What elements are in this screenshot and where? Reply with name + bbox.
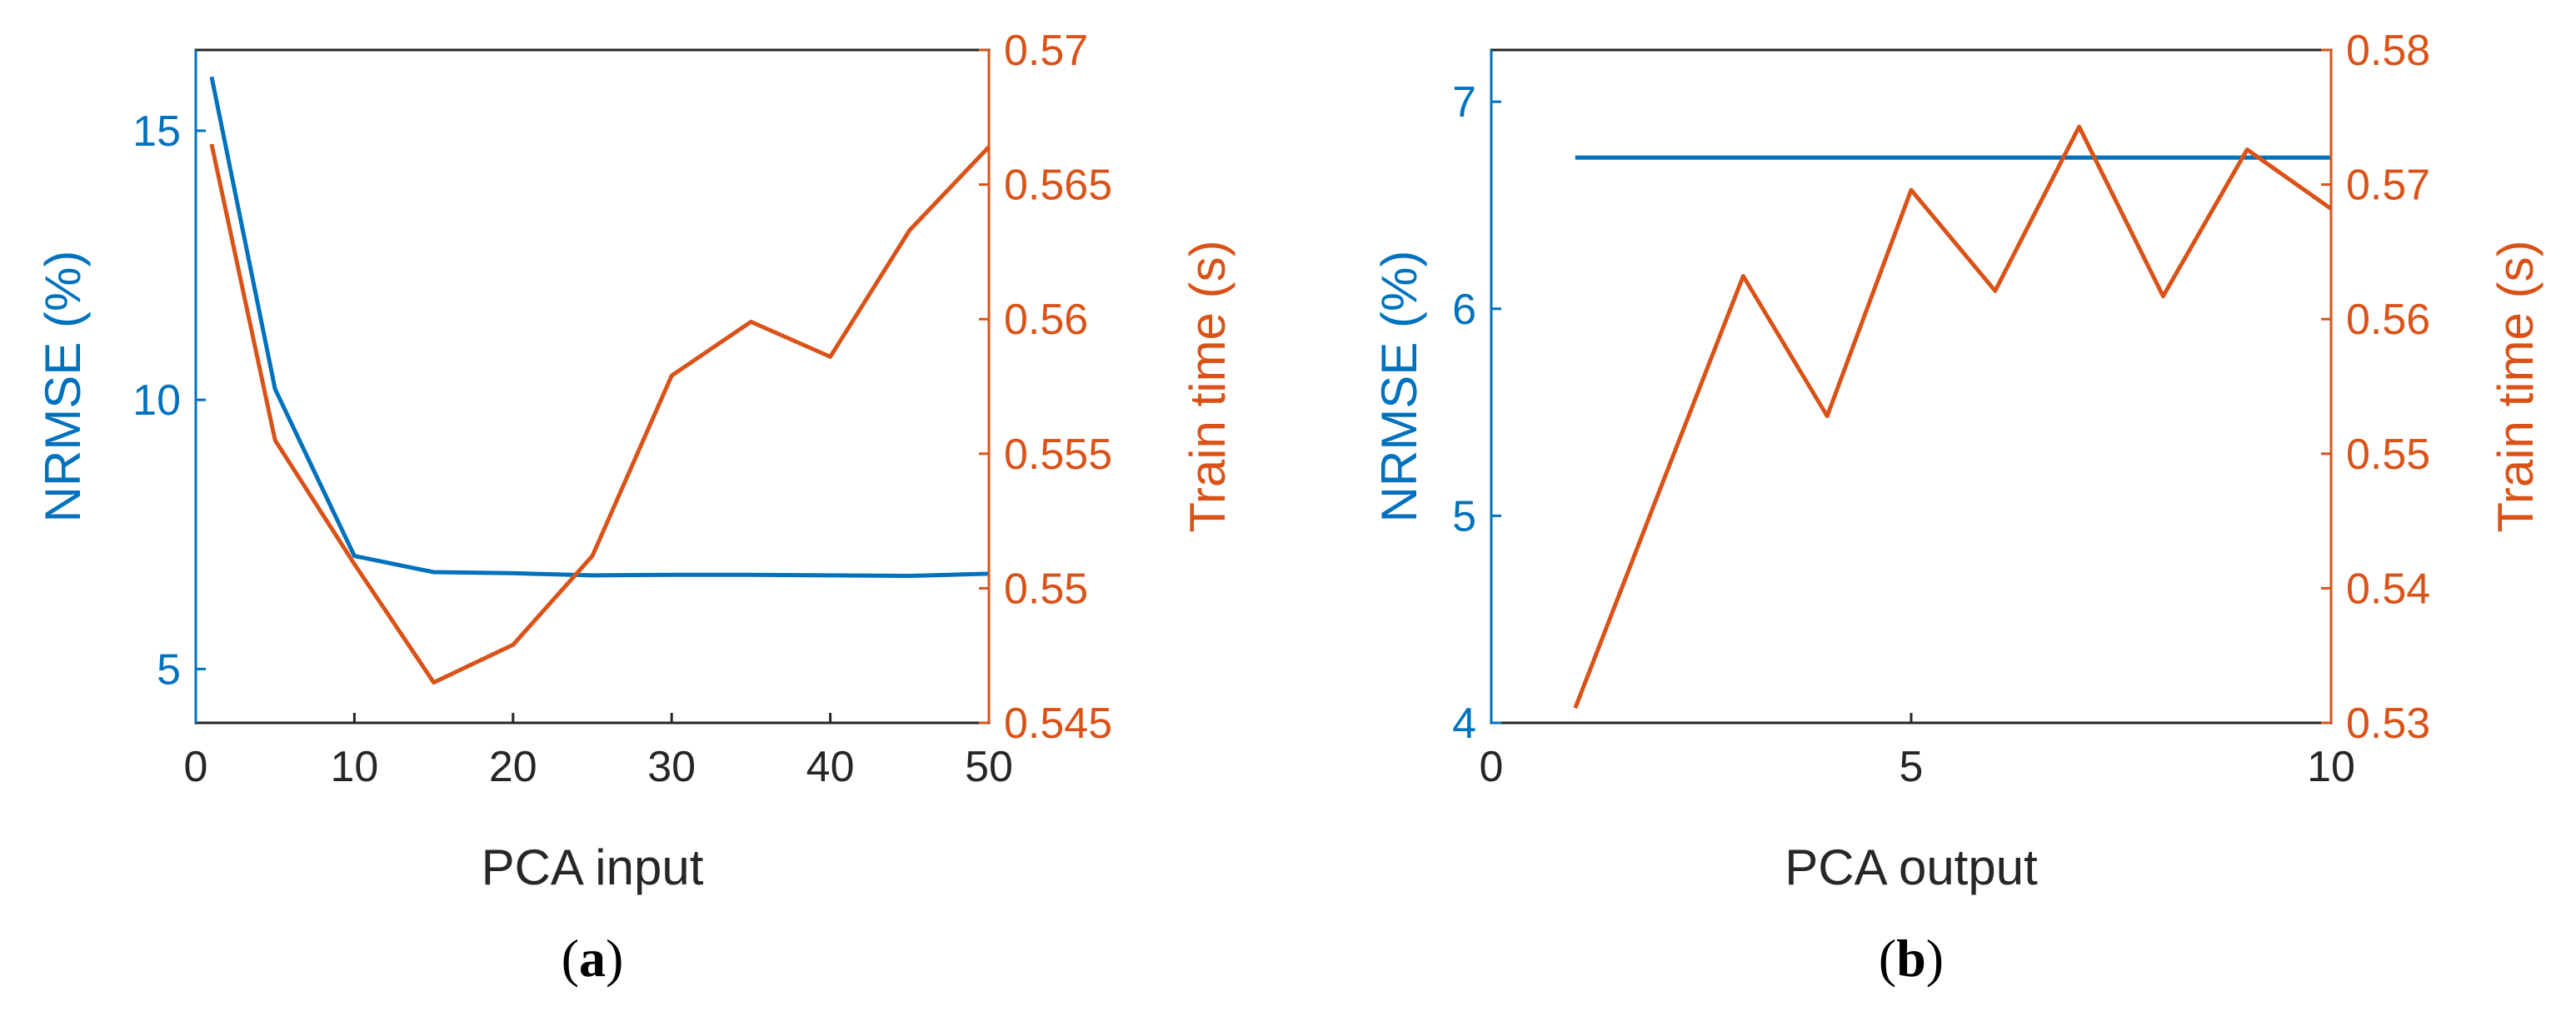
left-y-axis-ticks-a: 5 10 15 — [132, 107, 206, 694]
x-tick-label: 5 — [1900, 743, 1924, 791]
train-time-series-line — [1573, 124, 2333, 710]
panel-label-close-b: ) — [1926, 929, 1944, 988]
right-y-tick-label: 0.545 — [1004, 700, 1112, 748]
train-time-data-point — [2161, 294, 2165, 298]
train-time-data-point — [210, 142, 214, 147]
right-y-tick-label: 0.555 — [1004, 431, 1112, 479]
nrmse-data-point — [1657, 156, 1661, 160]
train-time-data-point — [907, 228, 911, 232]
train-time-data-point — [273, 438, 277, 442]
series-lines-a — [209, 75, 991, 685]
nrmse-data-point — [432, 570, 436, 575]
nrmse-data-point — [1910, 156, 1914, 160]
nrmse-data-point — [2077, 156, 2081, 160]
nrmse-data-point — [1573, 156, 1577, 160]
train-time-data-point — [749, 320, 753, 324]
nrmse-data-point — [749, 573, 753, 577]
train-time-data-point — [1657, 490, 1661, 494]
right-y-axis-label-a: Train time (s) — [1180, 240, 1236, 532]
nrmse-data-point — [352, 554, 357, 558]
right-y-tick-label: 0.565 — [1004, 162, 1112, 210]
x-tick-label: 0 — [184, 743, 208, 791]
left-y-tick-label: 10 — [132, 376, 181, 425]
train-time-data-point — [352, 562, 357, 566]
nrmse-data-point — [511, 571, 515, 575]
right-y-axis-label-b: Train time (s) — [2488, 240, 2544, 532]
x-tick-label: 20 — [489, 743, 537, 791]
x-axis-ticks-a: 0 10 20 30 40 50 — [184, 713, 1013, 791]
panel-label-letter-b: b — [1896, 929, 1926, 988]
train-time-data-point — [511, 643, 515, 647]
train-time-data-point — [670, 374, 674, 378]
panel-label-letter-a: a — [579, 929, 606, 988]
nrmse-data-point — [828, 573, 832, 577]
train-time-data-point — [591, 554, 595, 558]
panel-label-a: (a) — [562, 929, 624, 988]
x-tick-label: 40 — [806, 743, 855, 791]
train-time-data-point — [828, 355, 832, 359]
chart-panel-b: 0 5 10 4 5 6 7 0.53 0.54 0.55 0.56 0.57 0.58 NRMSE… — [1371, 27, 2544, 988]
left-y-tick-label: 5 — [1452, 492, 1476, 540]
right-y-tick-label: 0.57 — [2346, 162, 2430, 210]
panel-label-b: (b) — [1879, 929, 1944, 988]
right-y-tick-label: 0.54 — [2346, 565, 2430, 613]
series-lines-b — [1573, 124, 2333, 710]
x-axis-label-b: PCA output — [1785, 839, 2038, 895]
panel-label-close-a: ) — [606, 929, 623, 988]
train-time-data-point — [2245, 147, 2249, 152]
right-y-tick-label: 0.53 — [2346, 700, 2430, 748]
left-y-axis-label-b: NRMSE (%) — [1371, 251, 1427, 523]
right-y-tick-label: 0.58 — [2346, 27, 2430, 75]
nrmse-series-line — [209, 76, 990, 578]
x-axis-label-a: PCA input — [482, 839, 704, 895]
nrmse-data-point — [1825, 156, 1830, 160]
right-y-axis-ticks-a: 0.545 0.55 0.555 0.56 0.565 0.57 — [979, 27, 1112, 748]
nrmse-data-point — [273, 387, 277, 391]
train-time-data-point — [1910, 188, 1914, 192]
train-time-data-point — [1993, 289, 1997, 293]
train-time-data-point — [1825, 414, 1830, 418]
left-y-tick-label: 7 — [1452, 78, 1476, 127]
x-tick-label: 10 — [2307, 743, 2355, 791]
right-y-tick-label: 0.55 — [1004, 565, 1088, 613]
nrmse-data-point — [1741, 156, 1745, 160]
right-y-tick-label: 0.56 — [1004, 296, 1088, 344]
nrmse-data-point — [210, 75, 214, 79]
nrmse-data-point — [1993, 156, 1997, 160]
train-time-data-point — [432, 680, 436, 685]
nrmse-data-point — [591, 573, 595, 577]
left-y-axis-ticks-b: 4 5 6 7 — [1452, 78, 1501, 748]
train-time-series-line — [209, 143, 991, 685]
train-time-data-point — [2077, 125, 2081, 129]
train-time-data-point — [1741, 274, 1745, 278]
right-y-tick-label: 0.55 — [2346, 431, 2430, 479]
right-y-tick-label: 0.57 — [1004, 27, 1088, 75]
left-y-tick-label: 6 — [1452, 286, 1476, 334]
nrmse-data-point — [907, 574, 911, 578]
x-tick-label: 10 — [330, 743, 378, 791]
left-y-tick-label: 5 — [157, 645, 181, 694]
x-tick-label: 50 — [965, 743, 1013, 791]
x-axis-ticks-b: 0 5 10 — [1480, 713, 2355, 791]
left-y-tick-label: 15 — [132, 107, 181, 156]
left-y-tick-label: 4 — [1452, 700, 1476, 748]
nrmse-data-point — [2161, 156, 2165, 160]
chart-panel-a: 0 10 20 30 40 50 5 10 15 0.545 0.55 0.555 0.56 0.56… — [35, 27, 1236, 988]
panel-label-open-a: ( — [562, 929, 579, 988]
nrmse-data-point — [670, 573, 674, 577]
left-y-axis-label-a: NRMSE (%) — [35, 251, 91, 523]
x-tick-label: 0 — [1480, 743, 1504, 791]
right-y-tick-label: 0.56 — [2346, 296, 2430, 344]
train-time-data-point — [1573, 706, 1577, 710]
x-tick-label: 30 — [647, 743, 696, 791]
right-y-axis-ticks-b: 0.53 0.54 0.55 0.56 0.57 0.58 — [2321, 27, 2430, 748]
panel-label-open-b: ( — [1879, 929, 1896, 988]
